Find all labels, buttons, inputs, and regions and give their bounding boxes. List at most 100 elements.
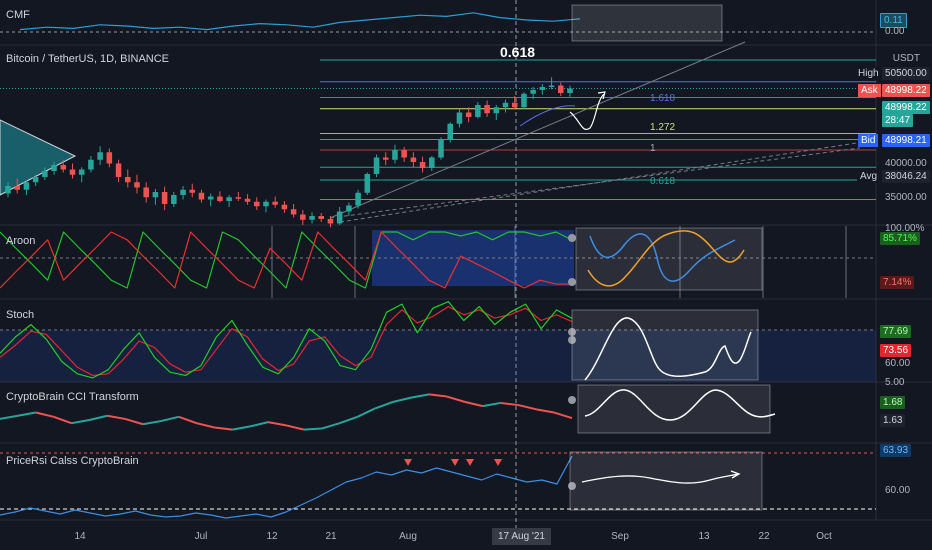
pricersi-sketch bbox=[581, 473, 739, 484]
pricersi-title[interactable]: PriceRsi Calss CryptoBrain bbox=[6, 455, 139, 467]
pricersi-value-tag: 63.93 bbox=[880, 444, 912, 457]
candle-body bbox=[115, 163, 122, 177]
candle-body bbox=[152, 192, 159, 198]
aroon-axis-top: 100.00% bbox=[885, 223, 925, 234]
trend-line bbox=[329, 147, 861, 219]
cci-segment bbox=[124, 417, 144, 426]
sell-signal-marker bbox=[451, 459, 459, 466]
stoch-band bbox=[0, 330, 876, 382]
candle-body bbox=[364, 174, 371, 193]
avg-price-tag: 38046.24 bbox=[882, 170, 930, 183]
stoch-title[interactable]: Stoch bbox=[6, 309, 35, 321]
cci-title[interactable]: CryptoBrain CCI Transform bbox=[6, 391, 139, 403]
price-panel bbox=[0, 41, 877, 228]
projection-arrow bbox=[569, 93, 605, 130]
cci-panel bbox=[0, 384, 776, 434]
candle-body bbox=[180, 189, 186, 195]
high-price-tag: 50500.00 bbox=[882, 67, 930, 80]
candle-body bbox=[558, 85, 564, 93]
cmf-line bbox=[19, 12, 581, 31]
ask-label: Ask bbox=[858, 84, 881, 97]
cci-segment bbox=[0, 414, 19, 420]
currency-unit[interactable]: USDT bbox=[892, 53, 920, 64]
candle-body bbox=[373, 157, 380, 174]
stoch-d-tag: 73.56 bbox=[880, 344, 912, 357]
aroon-sketch-up bbox=[589, 233, 736, 282]
candle-body bbox=[226, 197, 232, 201]
candle-body bbox=[392, 150, 398, 160]
stoch-panel bbox=[0, 301, 876, 382]
candle-body bbox=[318, 216, 325, 219]
candle-body bbox=[244, 198, 251, 202]
stoch-k-tag: 77.69 bbox=[880, 325, 912, 338]
candle-body bbox=[465, 112, 472, 117]
high-label: High bbox=[855, 67, 882, 80]
sell-signal-marker bbox=[494, 459, 502, 466]
x-tick: Sep bbox=[611, 531, 629, 542]
x-tick: 21 bbox=[325, 531, 337, 542]
candle-body bbox=[69, 169, 76, 175]
cci-segment bbox=[35, 411, 54, 418]
candle-body bbox=[484, 105, 490, 114]
cci-segment bbox=[89, 414, 108, 421]
cmf-title[interactable]: CMF bbox=[6, 9, 30, 21]
pricersi-sketch-arrow bbox=[730, 470, 741, 479]
candle-body bbox=[253, 201, 260, 207]
candle-body bbox=[42, 171, 48, 177]
cci-segment bbox=[321, 422, 340, 430]
candle-body bbox=[143, 187, 149, 198]
triangle-drawing bbox=[0, 119, 77, 196]
candle-body bbox=[51, 165, 57, 171]
cci-segment bbox=[428, 393, 447, 398]
candle-body bbox=[309, 216, 315, 220]
cci-segment bbox=[214, 426, 233, 431]
cci-segment bbox=[250, 421, 269, 428]
candle-body bbox=[410, 157, 417, 162]
candle-body bbox=[60, 165, 67, 170]
candle-body bbox=[78, 169, 85, 175]
fib-level-label: 1.272 bbox=[650, 122, 676, 133]
last-price-tag: 48998.22 bbox=[882, 101, 930, 114]
candle-body bbox=[97, 152, 103, 160]
cci-segment bbox=[357, 407, 376, 418]
cci-axis-top: 5.00 bbox=[885, 377, 905, 388]
cci-segment bbox=[500, 401, 519, 407]
candle-body bbox=[447, 123, 453, 140]
stoch-k-line bbox=[0, 301, 573, 379]
candle-body bbox=[346, 205, 352, 212]
x-tick: 13 bbox=[698, 531, 710, 542]
candle-body bbox=[355, 192, 361, 206]
cci-segment bbox=[518, 404, 537, 411]
cci-drawing-box bbox=[577, 384, 771, 434]
cci-segment bbox=[232, 425, 251, 431]
aroon-sketch-down bbox=[587, 230, 745, 287]
trend-line bbox=[329, 41, 746, 219]
cci-segment bbox=[196, 422, 215, 429]
candle-body bbox=[300, 214, 306, 220]
cci-segment bbox=[553, 411, 573, 420]
candle-body bbox=[539, 87, 546, 90]
avg-label: Avg bbox=[857, 170, 881, 183]
symbol-title[interactable]: Bitcoin / TetherUS, 1D, BINANCE bbox=[6, 53, 170, 65]
candle-body bbox=[493, 107, 500, 114]
candle-body bbox=[134, 182, 140, 188]
candle-body bbox=[263, 201, 269, 207]
sell-signal-marker bbox=[404, 459, 412, 466]
aroon-handle bbox=[568, 278, 576, 286]
cci-segment bbox=[53, 415, 72, 425]
x-tick: Oct bbox=[816, 531, 832, 542]
cci-segment bbox=[17, 411, 36, 417]
pricersi-panel bbox=[0, 451, 876, 519]
stoch-handle bbox=[568, 328, 576, 336]
aroon-title[interactable]: Aroon bbox=[6, 235, 36, 247]
aroon-handle bbox=[568, 234, 576, 242]
candle-body bbox=[125, 177, 131, 183]
stoch-d-line bbox=[0, 305, 573, 377]
fib-level-label-top: 0.618 bbox=[500, 44, 536, 60]
pricersi-axis-label: 60.00 bbox=[885, 485, 911, 496]
cmf-value-tag: 0.11 bbox=[880, 13, 907, 28]
candle-body bbox=[521, 93, 527, 108]
cci-handle bbox=[568, 396, 576, 404]
